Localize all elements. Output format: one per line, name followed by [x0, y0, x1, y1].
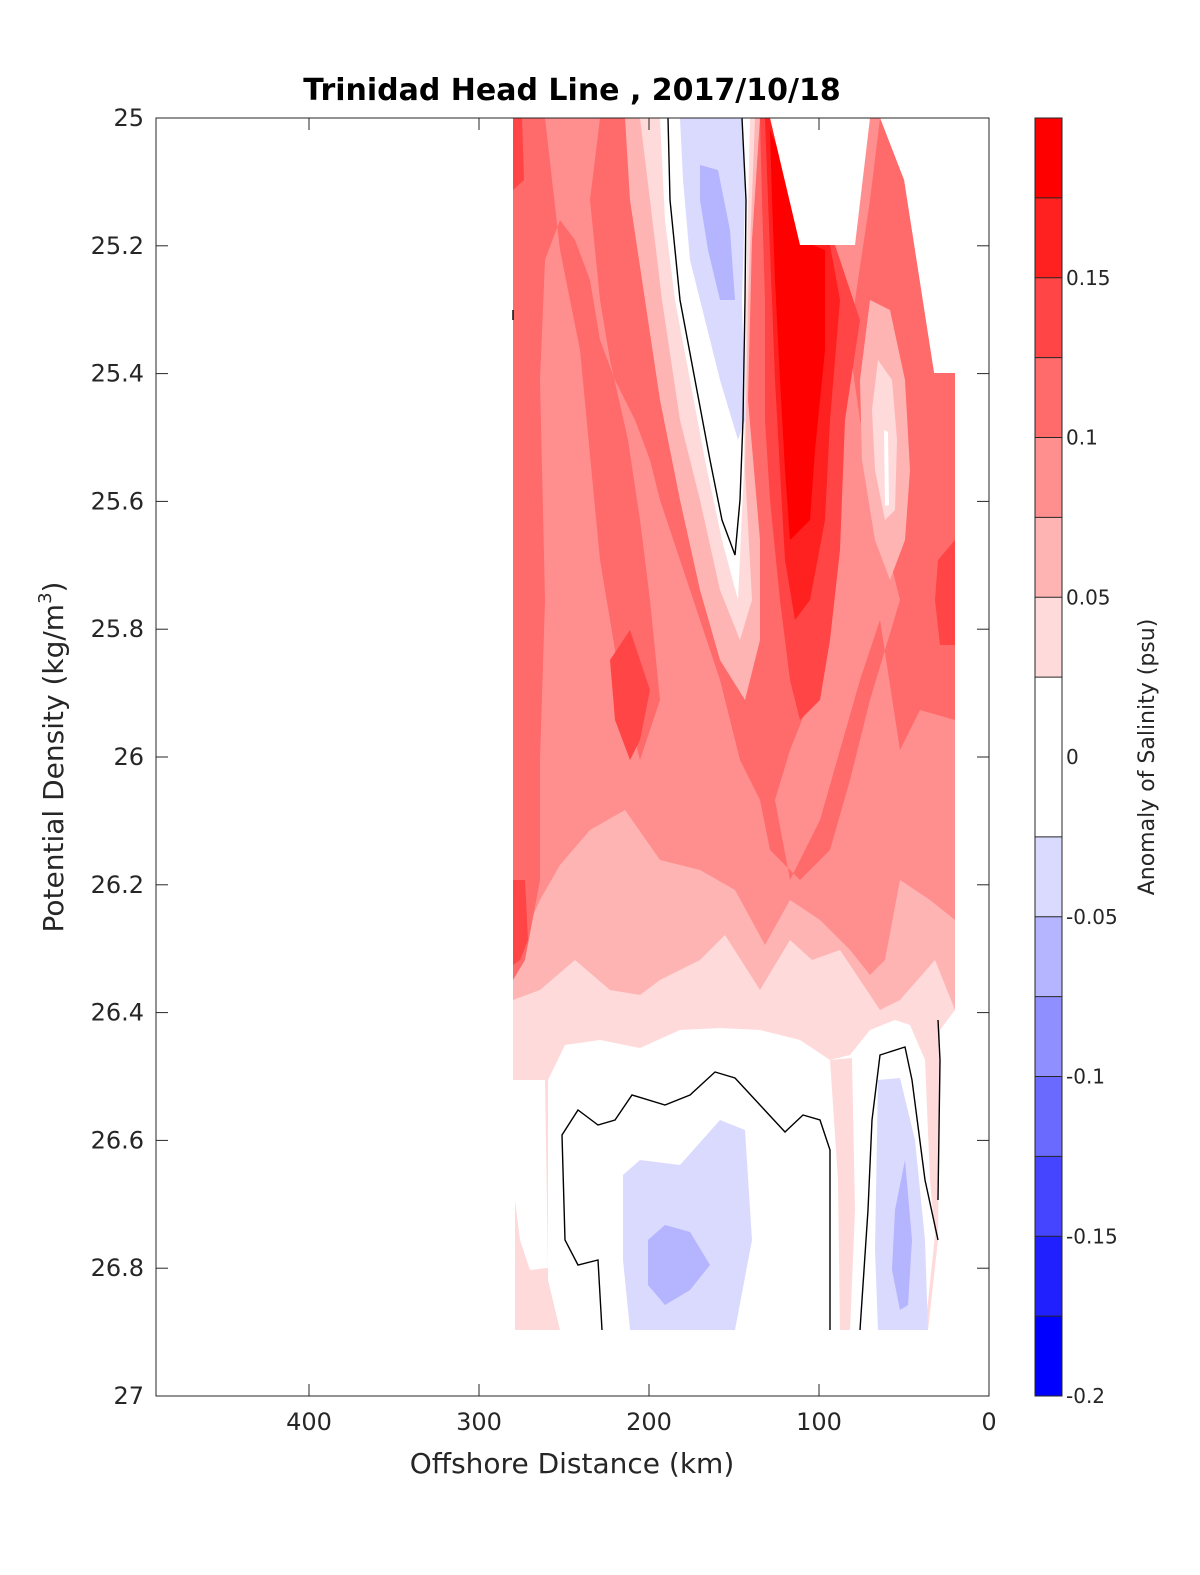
y-tick-label: 27	[113, 1382, 144, 1410]
colorbar-tick-label: -0.05	[1066, 905, 1118, 929]
colorbar-band	[1035, 437, 1062, 518]
colorbar-band	[1035, 597, 1062, 678]
y-tick-label: 26.6	[91, 1126, 144, 1154]
x-axis-ticks: 400 300 200 100 0	[286, 118, 997, 1436]
x-tick-label: 100	[796, 1408, 842, 1436]
colorbar-band	[1035, 357, 1062, 438]
contour-line-right	[859, 1046, 939, 1331]
colorbar-band	[1035, 1236, 1062, 1317]
y-axis-label-sup: 3	[35, 592, 56, 603]
y-axis-ticks: 25 25.2 25.4 25.6 25.8 26 26.2 26.4 26.6 26.8 27	[91, 104, 989, 1410]
colorbar-tick-label: -0.1	[1066, 1065, 1105, 1089]
colorbar-band	[1035, 118, 1062, 199]
contour-neg-lower-left-core	[648, 1225, 710, 1305]
contour-white-pocket-right	[884, 430, 889, 506]
colorbar-tick-label: 0	[1066, 745, 1079, 769]
contour-neg-upper-core	[700, 165, 735, 300]
y-tick-label: 25.2	[91, 232, 144, 260]
colorbar-band	[1035, 836, 1062, 918]
contour-fill	[513, 118, 955, 1330]
colorbar-tick-label: -0.15	[1066, 1224, 1118, 1248]
colorbar-band	[1035, 197, 1062, 279]
y-tick-label: 26	[113, 743, 144, 771]
y-tick-label: 25.6	[91, 487, 144, 515]
contour-neg-upper	[680, 118, 745, 440]
colorbar-band	[1035, 277, 1062, 359]
y-axis-label-close: )	[37, 582, 70, 593]
y-tick-label: 25.8	[91, 615, 144, 643]
y-axis-label-main: Potential Density (kg/m	[37, 604, 70, 933]
colorbar-band	[1035, 1156, 1062, 1237]
contour-core-0175	[770, 130, 825, 540]
colorbar-band	[1035, 517, 1062, 598]
colorbar: 0.15 0.1 0.05 0 -0.05 -0.1 -0.15 -0.2	[1035, 118, 1118, 1408]
x-tick-label: 200	[626, 1408, 672, 1436]
y-tick-label: 26.8	[91, 1254, 144, 1282]
y-tick-label: 25	[113, 104, 144, 132]
contour-left-edge-0125	[513, 118, 524, 190]
colorbar-band	[1035, 1316, 1062, 1397]
contour-white-notch	[770, 118, 870, 245]
colorbar-band	[1035, 677, 1062, 838]
x-tick-label: 400	[286, 1408, 332, 1436]
y-axis-label: Potential Density (kg/m3)	[35, 582, 70, 933]
contour-line-right-edge	[937, 1019, 941, 1201]
contour-line-upper	[667, 118, 747, 556]
colorbar-tick-label: 0.05	[1066, 585, 1111, 609]
colorbar-band	[1035, 996, 1062, 1077]
y-tick-label: 25.4	[91, 360, 144, 388]
colorbar-tick-label: 0.15	[1066, 266, 1111, 290]
contour-mid-patch-0125	[610, 630, 650, 760]
contour-neg-lower-right-core	[892, 1160, 912, 1310]
x-axis-label: Offshore Distance (km)	[410, 1447, 735, 1480]
contour-lines	[512, 118, 941, 1331]
y-tick-label: 26.4	[91, 999, 144, 1027]
colorbar-frame	[1034, 117, 1063, 1397]
colorbar-band	[1035, 916, 1062, 998]
contour-line-lower	[561, 1071, 831, 1331]
x-tick-label: 0	[981, 1408, 996, 1436]
y-tick-label: 26.2	[91, 871, 144, 899]
colorbar-band	[1035, 1076, 1062, 1157]
chart-title: Trinidad Head Line , 2017/10/18	[303, 73, 840, 108]
x-tick-label: 300	[456, 1408, 502, 1436]
contour-left-mid-0125	[513, 880, 528, 965]
contour-right-edge-0125	[935, 540, 955, 645]
contour-pale-strip	[830, 1058, 855, 1330]
colorbar-label: Anomaly of Salinity (psu)	[1135, 619, 1160, 896]
colorbar-tick-label: -0.2	[1066, 1384, 1105, 1408]
colorbar-tick-label: 0.1	[1066, 426, 1098, 450]
